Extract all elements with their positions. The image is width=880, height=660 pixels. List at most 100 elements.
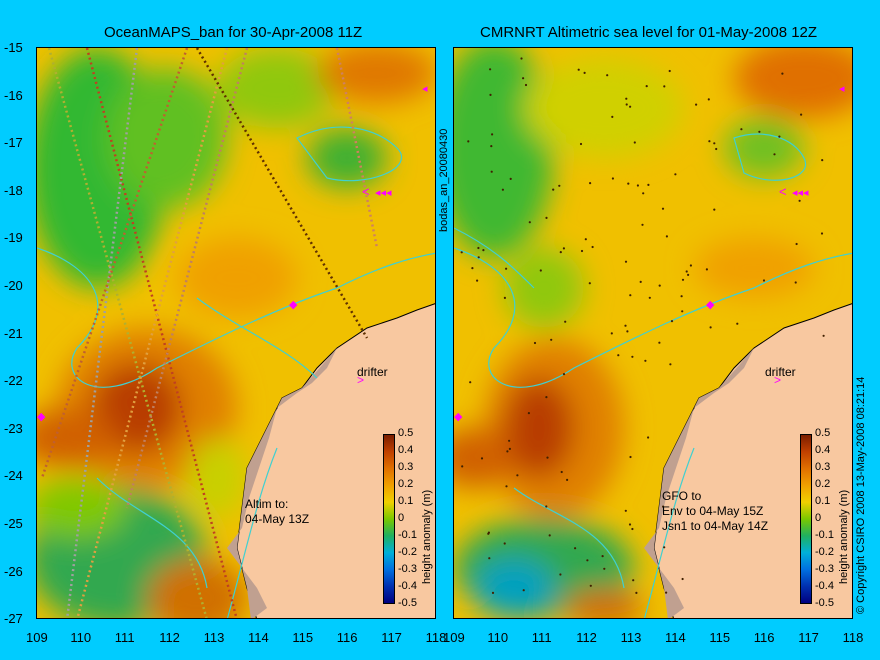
colorbar-tick-label: -0.1	[815, 529, 834, 541]
colorbar-tick-label: -0.1	[398, 529, 417, 541]
obs-dot	[781, 72, 784, 75]
obs-dot	[601, 555, 604, 558]
y-tick-label: -18	[4, 182, 23, 198]
obs-dot	[705, 268, 708, 271]
right-colorbar-label: height anomaly (m)	[838, 489, 850, 584]
x-tick-label: 112	[159, 630, 180, 645]
svg-text:◂◂◂: ◂◂◂	[375, 187, 392, 199]
obs-dot	[629, 294, 632, 297]
obs-dot	[663, 546, 666, 549]
obs-dot	[670, 320, 674, 323]
right-map-panel: < ◂◂◂ ◂ ◆ > ◆ drifter GFO to Env to 04-M…	[453, 47, 853, 619]
obs-dot	[795, 242, 798, 246]
svg-text:>: >	[774, 373, 781, 387]
x-tick-label: 117	[381, 630, 402, 645]
obs-dot	[589, 584, 592, 587]
obs-dot	[773, 153, 776, 156]
colorbar-tick-label: 0.5	[815, 427, 831, 439]
obs-dot	[661, 207, 665, 210]
colorbar-tick-label: -0.4	[815, 580, 834, 592]
obs-dot	[527, 412, 530, 415]
x-tick-label: 115	[292, 630, 314, 645]
y-tick-label: -23	[4, 420, 23, 436]
obs-dot	[480, 457, 484, 460]
obs-dot	[639, 280, 642, 283]
obs-dot	[552, 188, 555, 191]
svg-text:◂: ◂	[422, 83, 428, 95]
obs-dot	[583, 71, 586, 74]
obs-dot	[489, 93, 492, 96]
y-tick-label: -21	[4, 325, 23, 341]
y-tick-label: -22	[4, 373, 23, 389]
obs-dot	[533, 341, 537, 345]
x-tick-label: 112	[576, 630, 597, 645]
obs-dot	[580, 249, 584, 253]
obs-dot	[520, 57, 523, 60]
left-altim-note-1: Altim to:	[245, 497, 289, 511]
obs-dot	[471, 267, 474, 270]
right-sat-note-2: Env to 04-May 15Z	[662, 504, 764, 518]
obs-dot	[490, 145, 493, 148]
obs-dot	[584, 238, 587, 241]
obs-dot	[715, 147, 718, 151]
right-sat-note-3: Jsn1 to 04-May 14Z	[662, 519, 769, 533]
obs-dot	[564, 320, 567, 323]
obs-dot	[758, 130, 761, 133]
obs-dot	[665, 591, 668, 594]
x-tick-label: 114	[248, 630, 269, 645]
obs-dot	[476, 279, 479, 282]
obs-dot	[560, 470, 563, 474]
obs-dot	[625, 103, 628, 106]
obs-dot	[516, 474, 519, 477]
obs-dot	[545, 216, 548, 219]
obs-dot	[635, 591, 638, 595]
obs-dot	[628, 523, 632, 526]
obs-dot	[626, 330, 629, 333]
obs-dot	[820, 232, 824, 235]
obs-dot	[647, 183, 650, 186]
colorbar-tick-label: 0.4	[398, 444, 414, 456]
colorbar-tick-label: -0.5	[815, 597, 834, 609]
obs-dot	[708, 140, 711, 143]
obs-dot	[685, 270, 688, 273]
obs-dot	[663, 85, 666, 88]
right-sat-note-1: GFO to	[662, 489, 702, 503]
obs-dot	[505, 485, 508, 488]
obs-dot	[548, 534, 551, 537]
obs-dot	[631, 527, 634, 531]
colorbar-tick-label: -0.3	[398, 563, 417, 575]
obs-dot	[482, 249, 485, 252]
obs-dot	[641, 223, 644, 226]
colorbar-tick-label: -0.2	[815, 546, 834, 558]
obs-dot	[689, 264, 692, 267]
colorbar-tick-label: -0.3	[815, 563, 834, 575]
y-tick-label: -16	[4, 87, 23, 103]
obs-dot	[662, 505, 665, 508]
obs-dot	[539, 269, 542, 272]
obs-dot	[624, 324, 627, 327]
y-tick-label: -17	[4, 135, 23, 151]
x-tick-label: 111	[114, 630, 135, 645]
obs-dot	[636, 184, 639, 187]
y-tick-label: -19	[4, 230, 23, 246]
right-map-svg: < ◂◂◂ ◂ ◆ > ◆	[454, 48, 852, 618]
obs-dot	[624, 260, 628, 263]
y-tick-label: -25	[4, 516, 23, 531]
svg-text:◂◂◂: ◂◂◂	[792, 187, 809, 199]
obs-dot	[566, 478, 569, 481]
x-tick-label: 110	[70, 630, 92, 645]
x-tick-label: 113	[203, 630, 225, 645]
x-tick-label: 109	[26, 630, 48, 645]
obs-dot	[629, 105, 632, 108]
obs-dot	[707, 98, 710, 101]
obs-dot	[668, 69, 671, 73]
y-tick-label: -26	[4, 563, 23, 579]
obs-dot	[798, 199, 801, 202]
left-altim-note-2: 04-May 13Z	[245, 512, 310, 526]
obs-dot	[740, 128, 743, 131]
obs-dot	[681, 278, 685, 281]
x-tick-label: 118	[425, 630, 447, 645]
obs-dot	[606, 74, 609, 77]
obs-dot	[603, 567, 606, 570]
x-tick-label: 109	[443, 630, 465, 645]
